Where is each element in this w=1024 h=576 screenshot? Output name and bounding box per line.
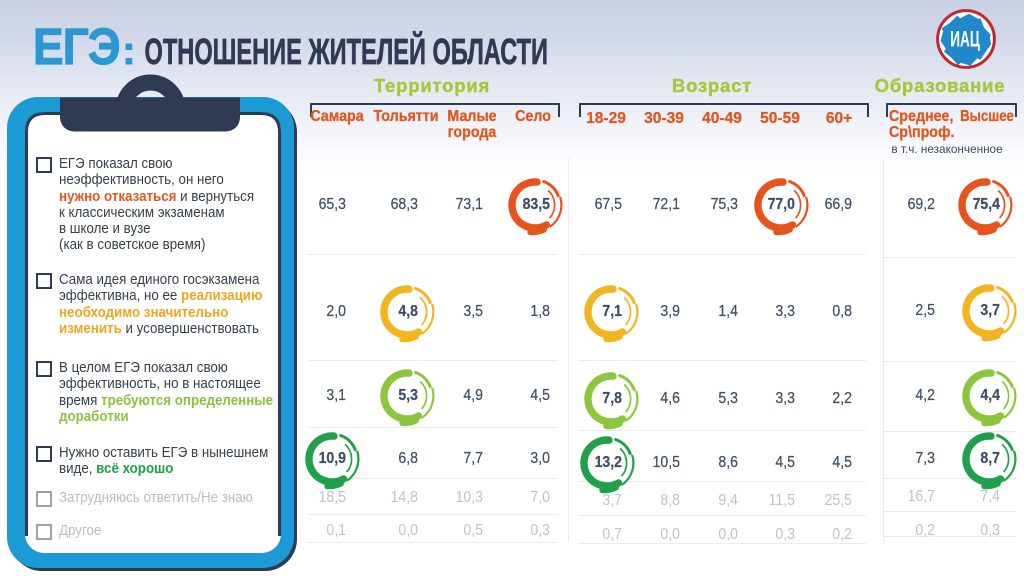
svg-text:ИАЦ: ИАЦ: [950, 26, 980, 51]
